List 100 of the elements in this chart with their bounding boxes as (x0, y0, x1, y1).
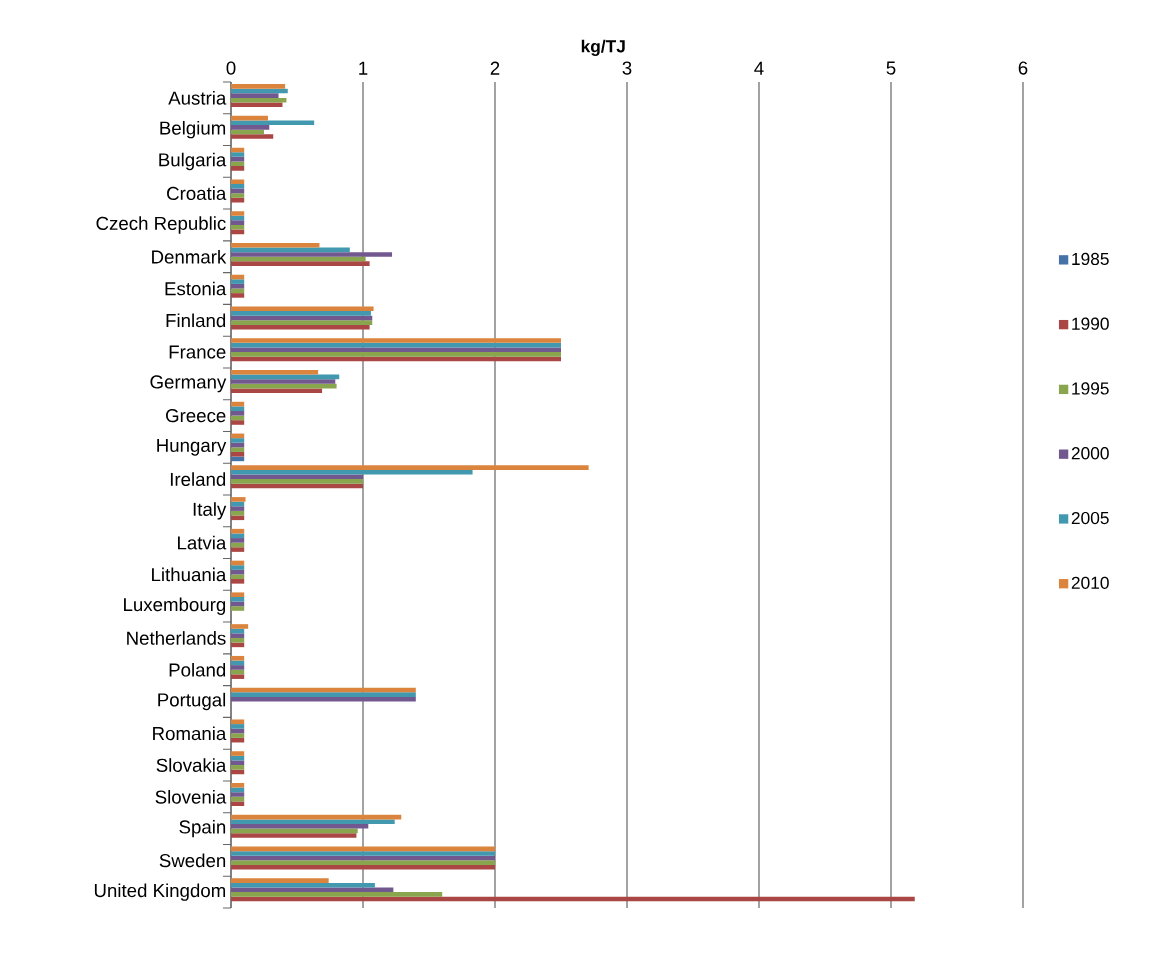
bar (231, 125, 270, 130)
x-tick-label: 4 (754, 61, 764, 75)
bar (231, 465, 589, 470)
y-tick-label: Czech Republic (96, 216, 226, 234)
bar (231, 633, 245, 638)
bar (231, 692, 416, 697)
bar (231, 479, 364, 484)
bar (231, 833, 357, 838)
bar (231, 211, 245, 216)
bar (231, 352, 561, 357)
bar (231, 851, 495, 856)
bar (231, 497, 246, 502)
bar (231, 438, 245, 443)
legend-label: 1985 (1072, 252, 1109, 266)
bar (231, 792, 245, 797)
x-tick-label: 0 (226, 61, 236, 75)
bar (231, 447, 245, 452)
bar (231, 166, 245, 171)
bar (231, 410, 245, 416)
bar (231, 696, 416, 702)
bar (231, 592, 245, 597)
y-tick-label: Croatia (167, 186, 227, 201)
legend-label: 2000 (1071, 447, 1109, 460)
y-tick-label: Bulgaria (159, 152, 227, 171)
bar (231, 733, 245, 738)
y-tick-label: Italy (193, 502, 227, 520)
bar (231, 655, 245, 661)
y-tick-label: Germany (150, 375, 227, 393)
legend-label: 1995 (1072, 382, 1109, 395)
bar (231, 515, 245, 521)
bar (231, 406, 245, 411)
bar (231, 306, 374, 312)
bar (231, 93, 279, 98)
y-tick-label: Portugal (158, 692, 226, 711)
bar (231, 864, 495, 870)
x-tick-label: 3 (622, 61, 632, 75)
y-tick-label: Sweden (159, 853, 226, 868)
bar (231, 724, 245, 729)
y-tick-label: Slovakia (156, 758, 227, 772)
bar (231, 892, 443, 897)
bar (231, 252, 393, 257)
y-tick-label: Denmark (152, 249, 227, 264)
bar (231, 506, 245, 511)
bar (231, 261, 370, 266)
bar (231, 179, 245, 184)
y-tick-label: Finland (166, 313, 226, 328)
y-tick-label: United Kingdom (94, 883, 226, 901)
y-tick-label: Luxembourg (124, 597, 226, 615)
bar (231, 84, 286, 89)
bar (231, 134, 274, 139)
bar (231, 547, 245, 552)
bar (231, 606, 245, 611)
bar (231, 565, 245, 570)
bar (231, 882, 375, 888)
bar (231, 293, 245, 298)
x-tick-label: 6 (1018, 61, 1028, 75)
bar (231, 120, 315, 126)
bar (231, 574, 245, 580)
bar (231, 320, 373, 325)
bar (231, 760, 245, 766)
legend-label: 2010 (1071, 576, 1109, 589)
bar (231, 193, 245, 198)
y-tick-label: Spain (179, 819, 226, 838)
y-tick-label: Poland (169, 662, 226, 677)
bar (231, 674, 245, 679)
bar (231, 579, 245, 584)
bar (231, 719, 245, 725)
bar (231, 347, 561, 353)
bar (231, 420, 245, 425)
bar (231, 370, 319, 375)
bar (231, 242, 320, 248)
bar (231, 184, 245, 189)
bar (231, 224, 245, 230)
y-tick-label: France (169, 345, 226, 359)
legend-label: 2005 (1071, 511, 1109, 525)
x-tick-label: 5 (886, 61, 896, 75)
bar (231, 624, 249, 629)
bar (231, 220, 245, 225)
y-tick-label: Ireland (170, 472, 226, 486)
bar (231, 823, 369, 829)
bar (231, 379, 336, 384)
legend-label: 1990 (1072, 317, 1109, 330)
bar (231, 533, 245, 539)
bar (231, 152, 245, 157)
bar (231, 765, 245, 770)
bar (231, 878, 329, 883)
bar (231, 801, 245, 807)
bar (231, 161, 245, 167)
bar (231, 469, 473, 475)
bar (231, 665, 245, 670)
y-tick-label: Hungary (157, 439, 227, 456)
bar (231, 338, 561, 343)
bar (231, 860, 495, 865)
y-tick-label: Austria (168, 91, 227, 105)
y-tick-label: Romania (153, 726, 227, 741)
chart-title: kg/TJ (581, 39, 625, 56)
y-tick-label: Belgium (160, 120, 226, 139)
y-tick-label: Slovenia (155, 789, 227, 804)
y-tick-label: Estonia (165, 281, 227, 296)
y-tick-label: Netherlands (127, 631, 226, 645)
